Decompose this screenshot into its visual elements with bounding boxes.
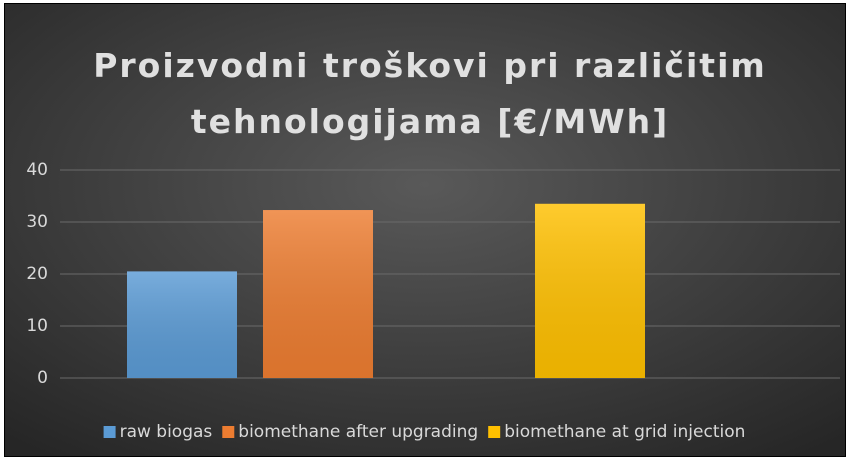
legend-swatch (222, 426, 235, 438)
legend-label: raw biogas (120, 422, 213, 442)
bar (535, 203, 645, 378)
legend-swatch (103, 426, 116, 438)
chart-background (4, 3, 846, 457)
legend-label: biomethane at grid injection (504, 422, 745, 442)
y-tick-label: 0 (37, 368, 48, 388)
y-tick-label: 20 (26, 264, 48, 284)
legend-label: biomethane after upgrading (238, 422, 478, 442)
legend-swatch (488, 426, 501, 438)
bar (127, 271, 237, 378)
bar (263, 210, 373, 378)
chart-title: Proizvodni troškovi pri različitim tehno… (93, 46, 767, 141)
y-tick-label: 30 (26, 212, 48, 232)
y-tick-label: 10 (26, 316, 48, 336)
y-tick-label: 40 (26, 160, 48, 180)
